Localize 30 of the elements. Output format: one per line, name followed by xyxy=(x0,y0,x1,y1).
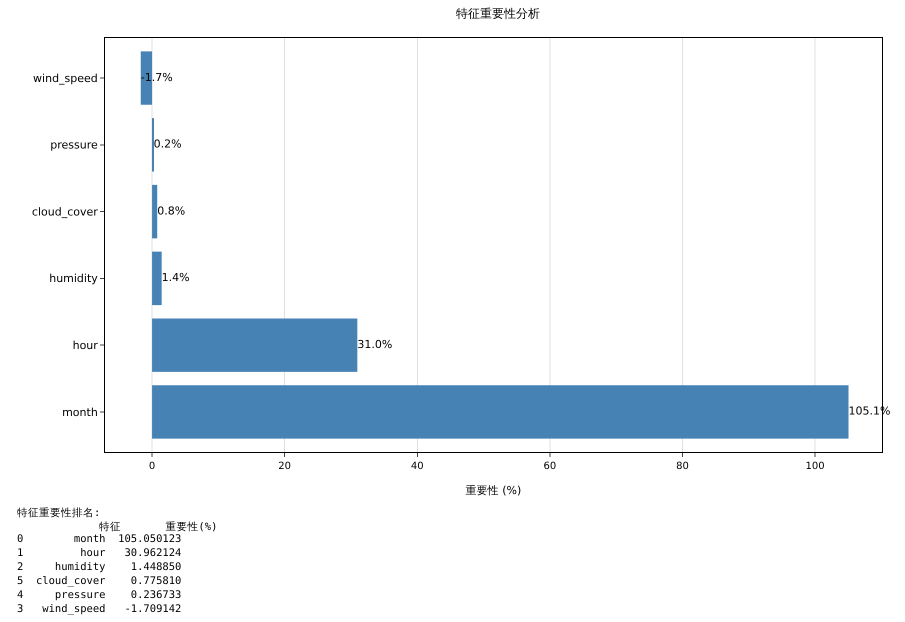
y-tick-label: pressure xyxy=(50,138,98,152)
y-tick-label: hour xyxy=(72,339,98,352)
text: 1 hour 30.962124 xyxy=(17,547,182,559)
data-label: 0.8% xyxy=(157,204,186,218)
x-tick-label: 60 xyxy=(543,461,556,472)
x-tick-label: 100 xyxy=(805,461,825,472)
y-tick-label: humidity xyxy=(49,272,98,286)
bar xyxy=(152,252,162,306)
x-tick-label: 0 xyxy=(148,461,156,472)
text: 特征 重要性(%) xyxy=(17,520,218,533)
data-label: 1.4% xyxy=(162,271,190,284)
data-label: 31.0% xyxy=(357,338,392,351)
text: 3 wind_speed -1.709142 xyxy=(17,603,182,615)
text: 4 pressure 0.236733 xyxy=(17,589,182,601)
y-tick-label: month xyxy=(62,406,98,419)
data-label: 0.2% xyxy=(154,138,182,151)
text: 2 humidity 1.448850 xyxy=(17,561,182,573)
bar xyxy=(152,385,849,439)
x-axis-title: 重要性 (%) xyxy=(466,484,522,498)
bar xyxy=(152,318,358,372)
text: 特征重要性排名: xyxy=(17,506,100,519)
bar xyxy=(152,184,158,238)
x-tick-label: 20 xyxy=(278,461,292,472)
x-tick-label: 80 xyxy=(676,461,689,472)
chart-title: 特征重要性分析 xyxy=(456,6,540,21)
text: 5 cloud_cover 0.775810 xyxy=(17,575,182,587)
y-tick-label: wind_speed xyxy=(33,72,98,85)
y-tick-label: cloud_cover xyxy=(32,205,98,218)
text: 0 month 105.050123 xyxy=(17,533,182,545)
x-tick-label: 40 xyxy=(410,461,424,472)
